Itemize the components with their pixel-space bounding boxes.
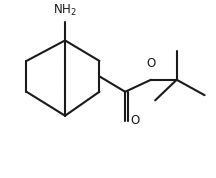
Text: NH$_2$: NH$_2$ [53, 3, 77, 18]
Text: O: O [130, 114, 140, 127]
Text: O: O [146, 56, 156, 70]
